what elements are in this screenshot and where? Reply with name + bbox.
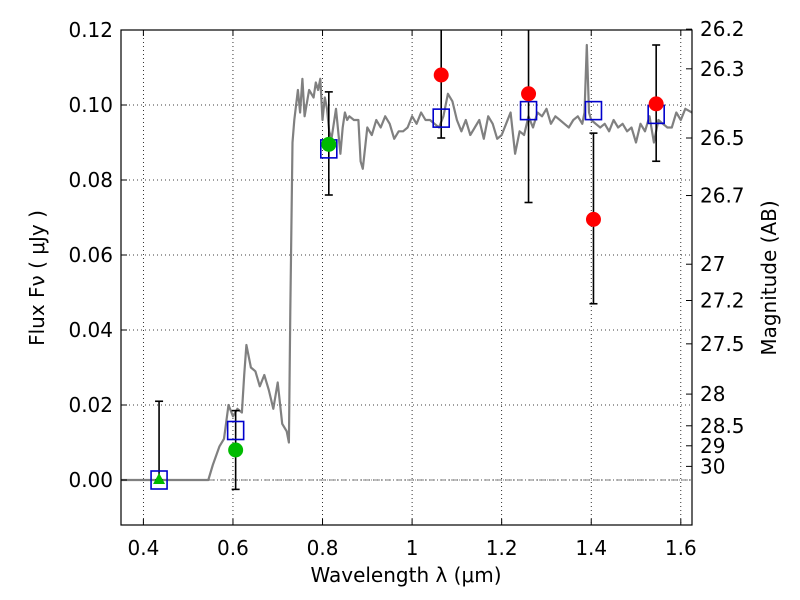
plot-area (121, 30, 692, 491)
measured-point-circle (648, 96, 664, 112)
x-tick-label: 0.6 (217, 536, 249, 560)
x-tick-label: 1.6 (665, 536, 697, 560)
mag-tick-label: 28.5 (700, 414, 745, 438)
model-box-marker (226, 420, 245, 441)
mag-tick-label: 29 (700, 434, 725, 458)
y-tick-label: 0.00 (68, 468, 113, 492)
model-spectrum-line (121, 43, 692, 482)
grid (121, 29, 692, 525)
y-tick-label: 0.12 (68, 18, 113, 42)
x-axis-label: Wavelength λ (μm) (310, 563, 501, 587)
x-tick-label: 0.8 (307, 536, 339, 560)
y-tick-label: 0.08 (68, 168, 113, 192)
y-tick-label: 0.06 (68, 243, 113, 267)
x-tick-label: 1.2 (486, 536, 518, 560)
model-box-marker (584, 100, 603, 121)
x-tick-label: 1.4 (575, 536, 607, 560)
model-box-marker (519, 100, 538, 121)
mag-tick-label: 26.5 (700, 126, 745, 150)
mag-tick-label: 27 (700, 252, 725, 276)
mag-tick-label: 26.2 (700, 17, 745, 41)
y-tick-label: 0.02 (68, 393, 113, 417)
optical-point-circle (321, 136, 337, 152)
mag-tick-label: 27.5 (700, 332, 745, 356)
plot-frame (120, 29, 693, 526)
optical-point-triangle (153, 473, 166, 484)
y-tick-label: 0.10 (68, 93, 113, 117)
mag-tick-label: 26.7 (700, 184, 745, 208)
axis-ticks: 0.4 0.6 0.8 1 1.2 1.4 1.6 0.00 0.02 0.04 0.06 0.08 0… (68, 17, 744, 560)
mag-tick-label: 28 (700, 382, 725, 406)
measured-point-circle (585, 211, 601, 227)
right-axis-label: Magnitude (AB) (757, 200, 781, 355)
x-tick-label: 1 (406, 536, 419, 560)
optical-point-circle (228, 442, 244, 458)
y-tick-label: 0.04 (68, 318, 113, 342)
y-axis-label: Flux Fν ( μJy ) (25, 210, 49, 346)
measured-point-circle (521, 86, 537, 102)
measured-point-circle (433, 67, 449, 83)
x-tick-label: 0.4 (127, 536, 159, 560)
model-box-marker (150, 470, 168, 490)
model-box-marker (432, 108, 451, 128)
mag-tick-label: 26.3 (700, 57, 745, 81)
mag-tick-label: 27.2 (700, 289, 745, 313)
mag-tick-label: 30 (700, 454, 725, 478)
